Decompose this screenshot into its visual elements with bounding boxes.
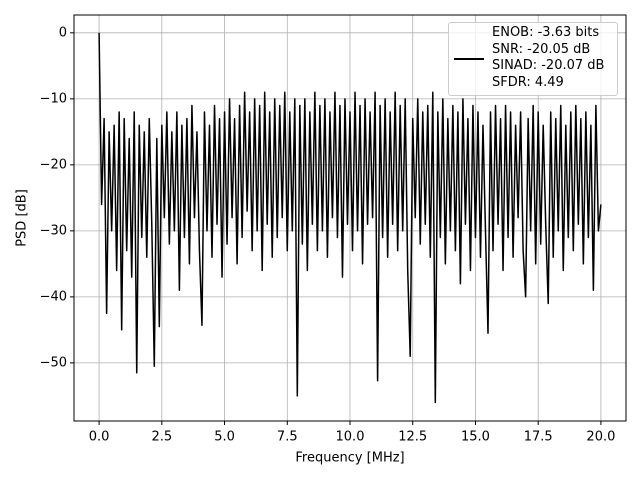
y-tick-label: 0 bbox=[59, 25, 67, 40]
y-tick-label: −50 bbox=[40, 355, 67, 370]
x-axis-label: Frequency [MHz] bbox=[295, 451, 404, 466]
legend-line bbox=[454, 58, 484, 60]
x-tick-label: 2.5 bbox=[151, 430, 172, 445]
x-tick-label: 7.5 bbox=[277, 430, 298, 445]
legend: ENOB: -3.63 bits SNR: -20.05 dB SINAD: -… bbox=[448, 22, 618, 96]
legend-entry: ENOB: -3.63 bits SNR: -20.05 dB SINAD: -… bbox=[492, 25, 605, 90]
y-tick-label: −20 bbox=[40, 157, 67, 172]
psd-line bbox=[98, 32, 602, 404]
x-tick-label: 0.0 bbox=[89, 430, 110, 445]
plot-frame bbox=[73, 14, 627, 422]
x-tick-label: 20.0 bbox=[586, 430, 615, 445]
y-axis-label: PSD [dB] bbox=[15, 189, 30, 247]
y-tick-label: −10 bbox=[40, 91, 67, 106]
x-tick-label: 15.0 bbox=[461, 430, 490, 445]
y-tick-label: −30 bbox=[40, 223, 67, 238]
y-tick-label: −40 bbox=[40, 289, 67, 304]
x-tick-label: 17.5 bbox=[524, 430, 553, 445]
x-tick-label: 12.5 bbox=[398, 430, 427, 445]
x-tick-label: 10.0 bbox=[336, 430, 365, 445]
x-tick-label: 5.0 bbox=[214, 430, 235, 445]
